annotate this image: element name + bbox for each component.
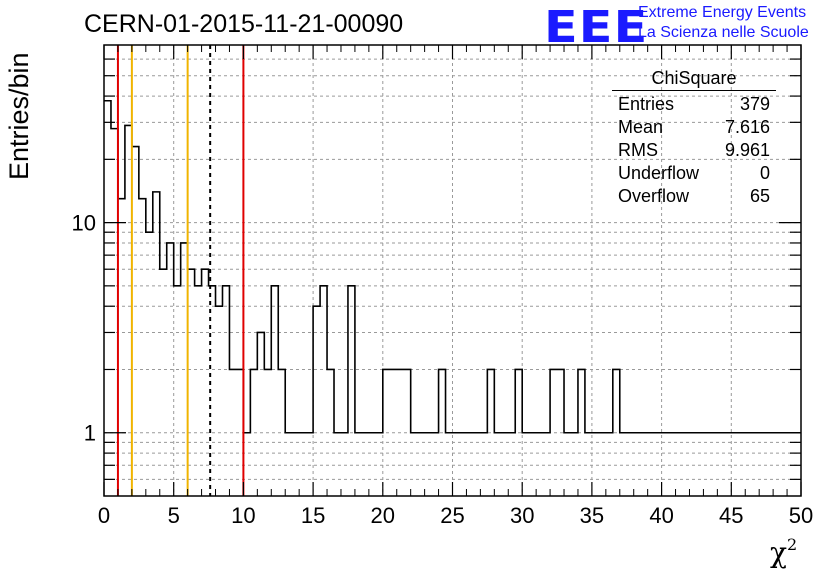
marker-lines (116, 45, 245, 496)
histogram-outline (104, 99, 801, 434)
y-tick-label: 10 (72, 211, 96, 236)
stats-label: RMS (618, 140, 658, 160)
logo-subtitle-2: La Scienza nelle Scuole (638, 24, 809, 41)
stats-title: ChiSquare (612, 68, 776, 91)
x-tick-label: 5 (168, 503, 180, 528)
x-tick-label: 40 (649, 503, 673, 528)
stats-label: Overflow (618, 186, 690, 206)
x-tick-label: 50 (789, 503, 813, 528)
x-tick-label: 35 (580, 503, 604, 528)
eee-logo: EEE (544, 2, 649, 53)
y-axis-label: Entries/bin (4, 52, 34, 180)
grid-lines (104, 45, 801, 496)
x-tick-label: 30 (510, 503, 534, 528)
stats-row-underflow: Underflow 0 (612, 162, 776, 185)
axis-ticks: 0 5 10 15 20 25 30 35 40 45 50 1 10 (72, 45, 813, 528)
stats-label: Entries (618, 94, 675, 114)
stats-row-entries: Entries 379 (612, 93, 776, 116)
stats-label: Underflow (618, 163, 700, 183)
stats-value: 9.961 (724, 140, 770, 160)
histogram-title: CERN-01-2015-11-21-00090 (84, 10, 404, 38)
stats-label: Mean (618, 117, 664, 137)
x-tick-label: 10 (231, 503, 255, 528)
stats-row-overflow: Overflow 65 (612, 185, 776, 208)
x-tick-label: 45 (719, 503, 743, 528)
stats-value: 65 (749, 186, 770, 206)
logo-subtitle-1: Extreme Energy Events (638, 4, 807, 21)
x-tick-label: 0 (98, 503, 110, 528)
x-axis-label-sup: 2 (786, 535, 798, 554)
x-tick-label: 15 (301, 503, 325, 528)
stats-value: 0 (759, 163, 770, 183)
x-axis-label-base: χ (770, 536, 787, 569)
stats-value: 379 (739, 94, 770, 114)
x-tick-label: 25 (440, 503, 464, 528)
stats-row-rms: RMS 9.961 (612, 139, 776, 162)
stats-row-mean: Mean 7.616 (612, 116, 776, 139)
x-axis-label: χ2 (770, 535, 797, 569)
stats-value: 7.616 (724, 117, 770, 137)
x-tick-label: 20 (371, 503, 395, 528)
stats-box: ChiSquare Entries 379 Mean 7.616 RMS 9.961 … (612, 68, 776, 208)
y-tick-label: 1 (84, 421, 96, 446)
histogram-bars (104, 99, 801, 434)
